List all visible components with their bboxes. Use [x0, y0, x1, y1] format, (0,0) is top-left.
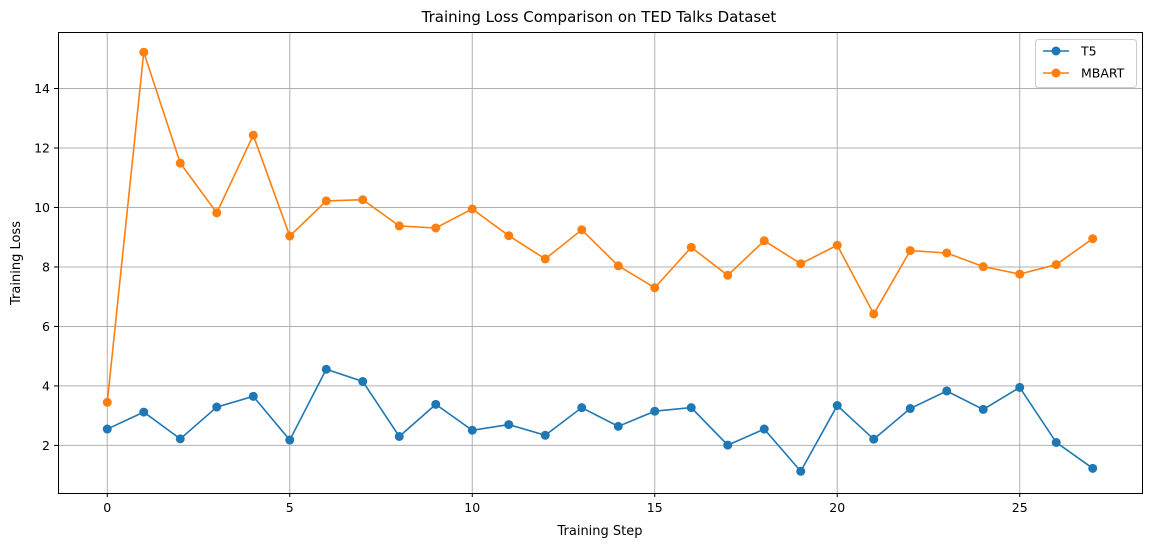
data-point-t5	[467, 425, 477, 435]
y-tick-label: 14	[34, 81, 50, 96]
data-point-mbart	[1015, 269, 1025, 279]
data-point-mbart	[759, 236, 769, 246]
data-point-t5	[504, 420, 514, 430]
legend-marker-mbart	[1051, 68, 1061, 78]
data-point-t5	[285, 435, 295, 445]
x-tick-label: 25	[1012, 500, 1028, 515]
data-point-mbart	[942, 248, 952, 258]
data-point-mbart	[139, 47, 149, 57]
chart-title: Training Loss Comparison on TED Talks Da…	[421, 8, 777, 26]
data-point-mbart	[212, 208, 222, 218]
data-point-mbart	[1051, 260, 1061, 270]
x-tick-label: 5	[286, 500, 294, 515]
data-point-t5	[139, 407, 149, 417]
data-point-mbart	[540, 254, 550, 264]
data-point-t5	[613, 421, 623, 431]
data-point-t5	[321, 364, 331, 374]
axis-ticks: 0 5 10 15 20 25 2 4 6 8 10 12 14	[34, 81, 1028, 515]
series-line-t5	[106, 368, 1094, 473]
data-point-mbart	[285, 231, 295, 241]
data-point-t5	[1088, 463, 1098, 473]
x-tick-label: 0	[103, 500, 111, 515]
y-tick-label: 10	[34, 200, 50, 215]
data-point-t5	[869, 434, 879, 444]
data-point-t5	[686, 403, 696, 413]
data-point-t5	[248, 391, 258, 401]
data-point-mbart	[175, 158, 185, 168]
data-point-t5	[759, 424, 769, 434]
data-point-t5	[905, 404, 915, 414]
data-point-mbart	[431, 223, 441, 233]
data-point-t5	[212, 402, 222, 412]
data-point-t5	[358, 376, 368, 386]
data-point-t5	[832, 401, 842, 411]
y-tick-label: 12	[34, 140, 50, 155]
data-point-mbart	[1088, 234, 1098, 244]
data-point-t5	[942, 386, 952, 396]
data-point-mbart	[321, 196, 331, 206]
data-point-t5	[978, 404, 988, 414]
data-point-mbart	[650, 283, 660, 293]
data-point-mbart	[394, 221, 404, 231]
legend-marker-t5	[1051, 46, 1061, 56]
data-point-mbart	[613, 261, 623, 271]
x-tick-label: 20	[829, 500, 845, 515]
data-point-mbart	[358, 195, 368, 205]
series-line-mbart	[106, 51, 1094, 403]
data-point-mbart	[102, 397, 112, 407]
data-point-t5	[394, 431, 404, 441]
data-point-mbart	[248, 130, 258, 140]
data-point-t5	[102, 424, 112, 434]
legend: T5 MBART	[1035, 39, 1137, 88]
data-point-t5	[650, 406, 660, 416]
data-point-t5	[540, 430, 550, 440]
y-tick-label: 6	[42, 319, 50, 334]
x-tick-label: 15	[647, 500, 663, 515]
data-point-mbart	[905, 246, 915, 256]
legend-label-mbart: MBART	[1081, 66, 1125, 81]
plot-frame	[58, 32, 1143, 494]
y-tick-label: 2	[42, 438, 50, 453]
data-point-mbart	[577, 225, 587, 235]
grid	[58, 32, 1142, 493]
data-point-mbart	[796, 259, 806, 269]
data-point-mbart	[832, 240, 842, 250]
data-point-mbart	[467, 204, 477, 214]
data-point-t5	[796, 466, 806, 476]
y-axis-label: Training Loss	[9, 221, 24, 306]
series-mbart	[102, 47, 1098, 407]
data-point-mbart	[869, 309, 879, 319]
data-point-t5	[577, 403, 587, 413]
y-tick-label: 4	[42, 378, 50, 393]
data-point-t5	[431, 399, 441, 409]
data-point-mbart	[723, 270, 733, 280]
data-point-mbart	[504, 231, 514, 241]
data-point-t5	[723, 440, 733, 450]
data-point-mbart	[686, 242, 696, 252]
legend-label-t5: T5	[1080, 44, 1097, 59]
data-point-mbart	[978, 262, 988, 272]
data-point-t5	[175, 434, 185, 444]
x-axis-label: Training Step	[556, 524, 642, 539]
y-tick-label: 8	[42, 259, 50, 274]
x-tick-label: 10	[464, 500, 480, 515]
data-point-t5	[1051, 437, 1061, 447]
series-t5	[102, 364, 1098, 476]
series-layer	[102, 47, 1098, 476]
data-point-t5	[1015, 382, 1025, 392]
